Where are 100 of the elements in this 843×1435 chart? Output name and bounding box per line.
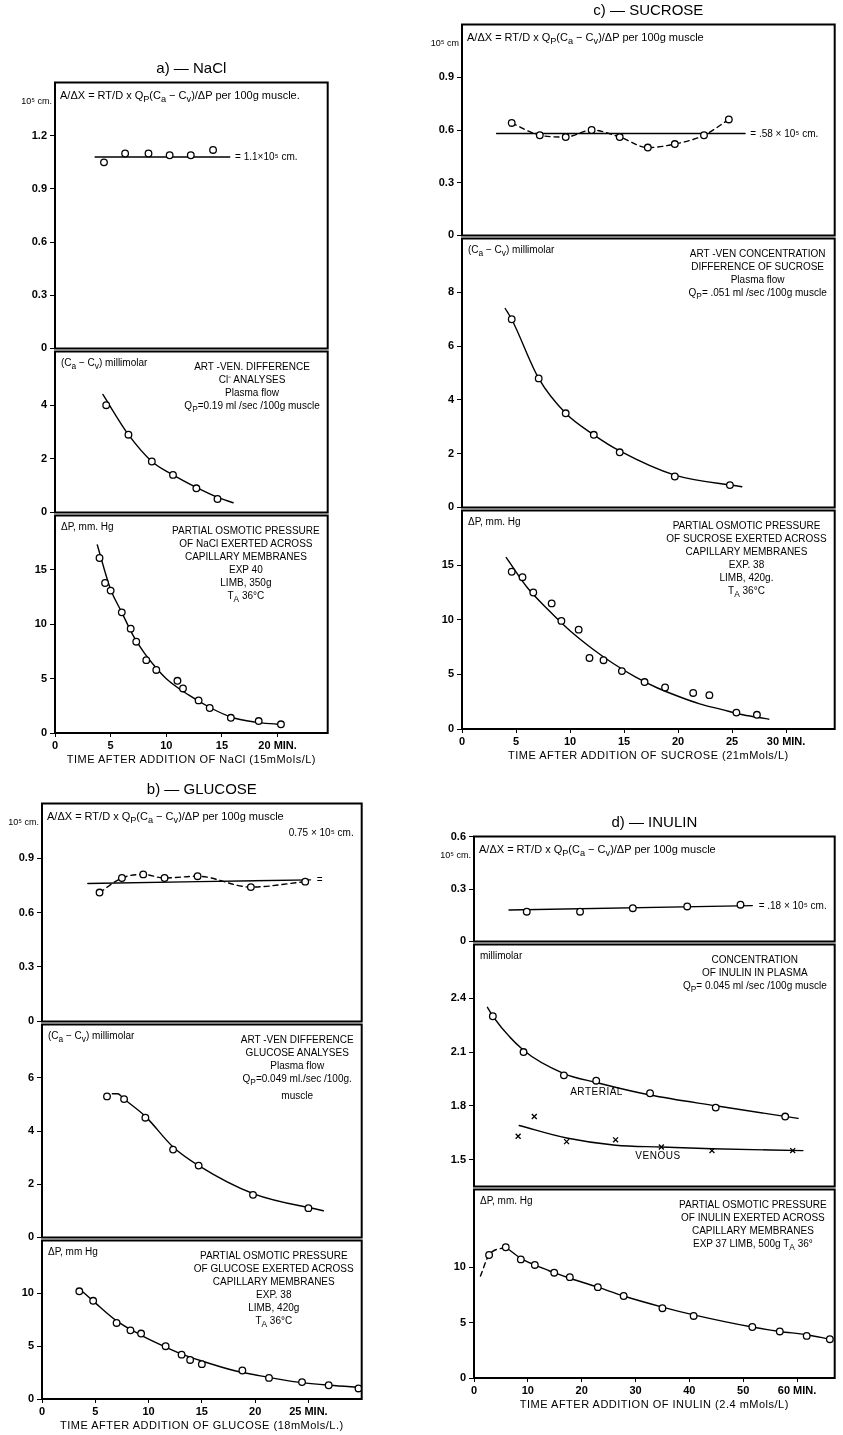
y-tick-label: 1.5 xyxy=(450,1152,466,1165)
chart-title: c) — SUCROSE xyxy=(592,0,705,19)
y-tick-label: 0.3 xyxy=(18,959,34,972)
annotation: Cl⁻ ANALYSES xyxy=(218,373,286,385)
y-tick-label: 6 xyxy=(27,1070,34,1083)
annotation: CAPILLARY MEMBRANES xyxy=(184,550,307,562)
x-tick-label: 5 xyxy=(92,1404,99,1417)
annotation: OF GLUCOSE EXERTED ACROSS xyxy=(193,1262,354,1274)
chart-title: b) — GLUCOSE xyxy=(145,779,258,798)
y-tick-label: 0 xyxy=(459,1371,466,1384)
y-axis-title: 10⁵ cm xyxy=(429,36,459,49)
annotation: ART -VEN. DIFFERENCE xyxy=(194,360,310,372)
annotation: OF SUCROSE EXERTED ACROSS xyxy=(666,532,827,544)
x-tick-label: 5 xyxy=(107,738,114,751)
text: A/ΔX = RT/D x Q$_{P}$(C$_{a}$ − C$_{v}$)/ΔP per 100g muscle xyxy=(467,29,704,48)
x-tick-label: 30 xyxy=(629,1383,642,1396)
x-tick-label: 30 MIN. xyxy=(766,734,806,747)
annotation: ART -VEN CONCENTRATION xyxy=(689,247,826,259)
text: A/ΔX = RT/D x Q$_{P}$(C$_{a}$ − C$_{v}$)/ΔP per 100g muscle xyxy=(479,841,716,860)
y-axis-title: (C$_{a}$ − C$_{v}$) millimolar xyxy=(61,356,148,372)
y-tick-label: 15 xyxy=(441,558,454,571)
x-tick-label: 15 xyxy=(195,1404,208,1417)
y-tick-label: 0.9 xyxy=(31,181,47,194)
y-tick-label: 5 xyxy=(40,671,47,684)
annotation: Plasma flow xyxy=(270,1059,325,1071)
y-axis-title: 10⁵ cm. xyxy=(7,815,39,828)
x-axis-title: TIME AFTER ADDITION OF INULIN (2.4 mMols/L) xyxy=(518,1398,790,1410)
y-axis-title: ΔP, mm Hg xyxy=(48,1245,98,1258)
y-tick-label: 2 xyxy=(40,451,47,464)
x-tick-label: 25 MIN. xyxy=(289,1404,328,1417)
annotation: = .58 × 10⁵ cm. xyxy=(750,127,819,140)
y-tick-label: 0 xyxy=(27,1230,34,1243)
annotation: T$_{A}$ 36°C xyxy=(728,584,765,599)
y-tick-label: 5 xyxy=(459,1315,466,1328)
series-label: ARTERIAL xyxy=(570,1085,623,1098)
x-tick-label: 20 xyxy=(575,1383,588,1396)
y-tick-label: 0.6 xyxy=(438,123,454,136)
annotation: muscle xyxy=(281,1089,314,1101)
y-tick-label: 0.6 xyxy=(31,235,47,248)
annotation: EXP. 38 xyxy=(728,558,765,570)
annotation: PARTIAL OSMOTIC PRESSURE xyxy=(172,524,320,536)
y-axis-title: ΔP, mm. Hg xyxy=(468,515,521,528)
y-tick-label: 0 xyxy=(40,341,47,354)
annotation: ART -VEN DIFFERENCE xyxy=(240,1033,354,1045)
x-axis-title: TIME AFTER ADDITION OF SUCROSE (21mMols/L) xyxy=(506,749,790,761)
x-tick-label: 15 xyxy=(617,734,631,747)
annotation: EXP. 38 xyxy=(256,1288,292,1300)
y-tick-label: 0 xyxy=(447,722,454,735)
y-tick-label: 15 xyxy=(34,562,47,575)
annotation: CAPILLARY MEMBRANES xyxy=(212,1275,335,1287)
x-axis-title: TIME AFTER ADDITION OF GLUCOSE (18mMols/L.) xyxy=(59,1419,345,1431)
annotation: T$_{A}$ 36°C xyxy=(227,589,265,604)
y-tick-label: 0.6 xyxy=(18,905,34,918)
annotation: CONCENTRATION xyxy=(711,953,799,965)
y-axis-title: millimolar xyxy=(480,949,523,962)
y-tick-label: 0.3 xyxy=(31,288,47,301)
chart-title: d) — INULIN xyxy=(610,812,699,831)
annotation: PARTIAL OSMOTIC PRESSURE xyxy=(199,1249,348,1261)
annotation: Q$_{P}$=0.049 ml./sec /100g. xyxy=(242,1072,352,1087)
annotation: GLUCOSE ANALYSES xyxy=(245,1046,349,1058)
y-tick-label: 0 xyxy=(40,726,47,739)
annotation: PARTIAL OSMOTIC PRESSURE xyxy=(679,1198,827,1210)
x-tick-label: 15 xyxy=(215,738,229,751)
annotation: OF INULIN IN PLASMA xyxy=(702,966,808,978)
x-tick-label: 10 xyxy=(521,1383,534,1396)
y-tick-label: 1.8 xyxy=(450,1098,466,1111)
y-tick-label: 4 xyxy=(27,1124,35,1137)
y-tick-label: 0 xyxy=(40,505,47,518)
x-tick-label: 10 xyxy=(160,738,173,751)
text: A/ΔX = RT/D x Q$_{P}$(C$_{a}$ − C$_{v}$)/ΔP per 100g muscle xyxy=(47,808,284,827)
y-tick-label: 4 xyxy=(447,392,455,405)
y-tick-label: 10 xyxy=(34,617,47,630)
annotation: 0.75 × 10⁵ cm. xyxy=(288,825,354,839)
y-tick-label: 4 xyxy=(40,398,48,411)
series-label: VENOUS xyxy=(635,1149,681,1162)
y-axis-title: ΔP, mm. Hg xyxy=(61,520,114,533)
y-tick-label: 2.4 xyxy=(450,991,467,1004)
annotation: EXP 40 xyxy=(229,563,263,575)
annotation: Plasma flow xyxy=(225,386,279,398)
annotation: Q$_{P}$=0.19 ml /sec /100g muscle xyxy=(184,399,320,414)
x-tick-label: 25 xyxy=(725,734,739,747)
x-tick-label: 20 xyxy=(671,734,685,747)
x-tick-label: 50 xyxy=(737,1383,750,1396)
annotation: Q$_{P}$= 0.045 ml /sec /100g muscle xyxy=(683,979,827,994)
x-tick-label: 0 xyxy=(470,1383,478,1396)
annotation: PARTIAL OSMOTIC PRESSURE xyxy=(672,519,821,531)
y-tick-label: 0 xyxy=(447,228,454,241)
y-axis-title: 10⁵ cm. xyxy=(439,848,471,861)
annotation: DIFFERENCE OF SUCROSE xyxy=(691,260,825,272)
y-tick-label: 0.3 xyxy=(450,882,466,895)
annotation: T$_{A}$ 36°C xyxy=(255,1314,293,1329)
annotation: LIMB, 350g xyxy=(220,576,272,588)
annotation: EXP 37 LIMB, 500g T$_{A}$ 36° xyxy=(692,1237,813,1252)
y-tick-label: 1.2 xyxy=(31,128,47,141)
annotation: LIMB, 420g xyxy=(248,1301,300,1313)
x-tick-label: 60 MIN. xyxy=(777,1383,817,1396)
annotation: = 1.1×10⁵ cm. xyxy=(235,151,298,164)
y-tick-label: 0 xyxy=(459,934,466,947)
annotation: OF NaCl EXERTED ACROSS xyxy=(179,537,313,549)
x-tick-label: 40 xyxy=(683,1383,696,1396)
